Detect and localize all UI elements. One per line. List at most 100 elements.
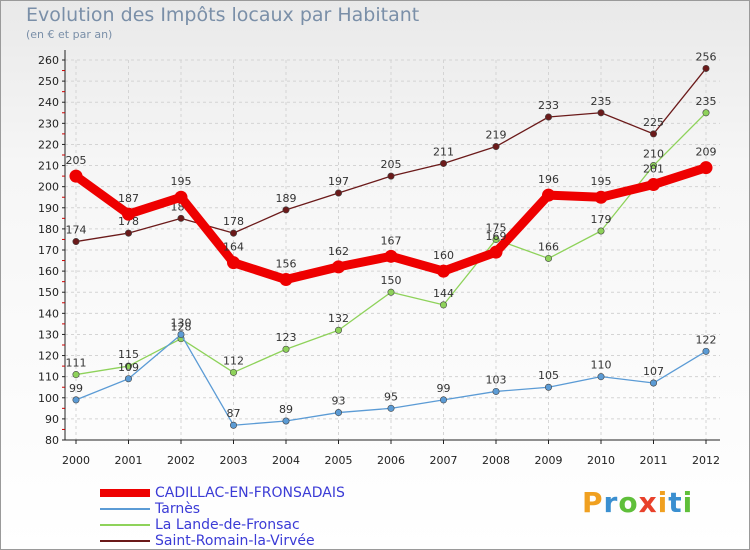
x-tick-label: 2003 bbox=[220, 454, 248, 467]
x-tick-label: 2005 bbox=[325, 454, 353, 467]
data-point bbox=[177, 330, 185, 338]
data-label: 115 bbox=[118, 348, 139, 361]
legend-label-cadillac: CADILLAC-EN-FRONSADAIS bbox=[155, 485, 345, 501]
chart-title: Evolution des Impôts locaux par Habitant bbox=[26, 4, 420, 26]
data-label: 233 bbox=[538, 99, 559, 112]
data-label: 144 bbox=[433, 287, 454, 300]
data-point bbox=[492, 143, 500, 151]
data-point bbox=[387, 288, 395, 296]
data-label: 162 bbox=[328, 245, 349, 258]
data-point bbox=[492, 235, 500, 243]
y-tick-label: 130 bbox=[38, 328, 59, 341]
data-point bbox=[702, 109, 710, 117]
data-point bbox=[177, 214, 185, 222]
logo-letter: i bbox=[657, 486, 669, 519]
data-point bbox=[230, 421, 238, 429]
x-tick-label: 2009 bbox=[535, 454, 563, 467]
data-point bbox=[279, 273, 293, 287]
y-tick-label: 260 bbox=[38, 54, 59, 67]
data-point bbox=[649, 130, 657, 138]
data-point bbox=[597, 373, 605, 381]
data-label: 201 bbox=[643, 163, 664, 176]
data-point bbox=[439, 301, 447, 309]
y-tick-label: 220 bbox=[38, 138, 59, 151]
x-tick-label: 2002 bbox=[167, 454, 195, 467]
data-label: 103 bbox=[486, 373, 507, 386]
data-point bbox=[72, 238, 80, 246]
data-point bbox=[282, 206, 290, 214]
legend-label-la-lande: La Lande-de-Fronsac bbox=[155, 517, 300, 533]
data-point bbox=[489, 245, 503, 259]
y-tick-label: 200 bbox=[38, 181, 59, 194]
data-label: 210 bbox=[643, 148, 664, 161]
data-point bbox=[122, 207, 135, 221]
data-label: 187 bbox=[118, 192, 139, 205]
data-label: 178 bbox=[223, 215, 244, 228]
data-point bbox=[334, 409, 342, 417]
y-tick-label: 80 bbox=[45, 434, 59, 447]
data-label: 256 bbox=[696, 50, 717, 63]
y-tick-label: 240 bbox=[38, 96, 59, 109]
data-point bbox=[492, 387, 500, 395]
data-label: 179 bbox=[591, 213, 612, 226]
x-tick-label: 2006 bbox=[377, 454, 405, 467]
x-tick-label: 2004 bbox=[272, 454, 300, 467]
data-point bbox=[174, 190, 188, 204]
data-point bbox=[230, 229, 238, 237]
data-label: 189 bbox=[276, 192, 297, 205]
data-point bbox=[72, 396, 80, 404]
data-point bbox=[439, 396, 447, 404]
x-tick-label: 2010 bbox=[587, 454, 615, 467]
legend-swatch-saint-romain bbox=[100, 540, 150, 542]
data-point bbox=[597, 109, 605, 117]
data-label: 89 bbox=[279, 403, 293, 416]
data-label: 166 bbox=[538, 240, 559, 253]
data-point bbox=[649, 379, 657, 387]
x-tick-label: 2000 bbox=[62, 454, 90, 467]
logo-letter: o bbox=[618, 486, 639, 519]
data-label: 109 bbox=[118, 361, 139, 374]
data-point bbox=[594, 190, 608, 204]
legend-swatch-cadillac bbox=[100, 489, 150, 497]
legend-swatch-la-lande bbox=[100, 524, 150, 526]
y-tick-label: 250 bbox=[38, 75, 59, 88]
data-label: 87 bbox=[227, 407, 241, 420]
y-tick-label: 150 bbox=[38, 286, 59, 299]
logo-letter: r bbox=[603, 486, 619, 519]
data-point bbox=[334, 189, 342, 197]
logo-letter: i bbox=[682, 486, 694, 519]
legend-label-tarnes: Tarnès bbox=[155, 501, 201, 517]
data-point bbox=[542, 188, 555, 202]
data-label: 95 bbox=[384, 390, 398, 403]
proxiti-logo: Proxiti bbox=[582, 486, 693, 519]
data-label: 164 bbox=[223, 241, 244, 254]
data-point bbox=[384, 249, 398, 263]
y-tick-label: 210 bbox=[38, 160, 59, 173]
data-label: 209 bbox=[696, 146, 717, 159]
data-label: 196 bbox=[538, 173, 559, 186]
data-label: 197 bbox=[328, 175, 349, 188]
legend-label-saint-romain: Saint-Romain-la-Virvée bbox=[155, 533, 315, 549]
data-label: 105 bbox=[538, 369, 559, 382]
data-point bbox=[69, 169, 83, 183]
data-point bbox=[649, 162, 657, 170]
data-label: 225 bbox=[643, 116, 664, 129]
data-label: 169 bbox=[486, 230, 507, 243]
data-point bbox=[544, 383, 552, 391]
data-point bbox=[544, 113, 552, 121]
data-label: 93 bbox=[332, 395, 346, 408]
y-tick-label: 120 bbox=[38, 350, 59, 363]
logo-letter: x bbox=[638, 486, 658, 519]
y-tick-label: 110 bbox=[38, 371, 59, 384]
data-label: 111 bbox=[66, 357, 87, 370]
data-label: 99 bbox=[69, 382, 83, 395]
data-label: 174 bbox=[66, 224, 87, 237]
data-label: 235 bbox=[591, 95, 612, 108]
data-label: 130 bbox=[171, 316, 192, 329]
x-tick-label: 2011 bbox=[640, 454, 668, 467]
data-label: 167 bbox=[381, 234, 402, 247]
data-label: 195 bbox=[171, 175, 192, 188]
data-point bbox=[439, 159, 447, 167]
y-tick-label: 90 bbox=[45, 413, 59, 426]
